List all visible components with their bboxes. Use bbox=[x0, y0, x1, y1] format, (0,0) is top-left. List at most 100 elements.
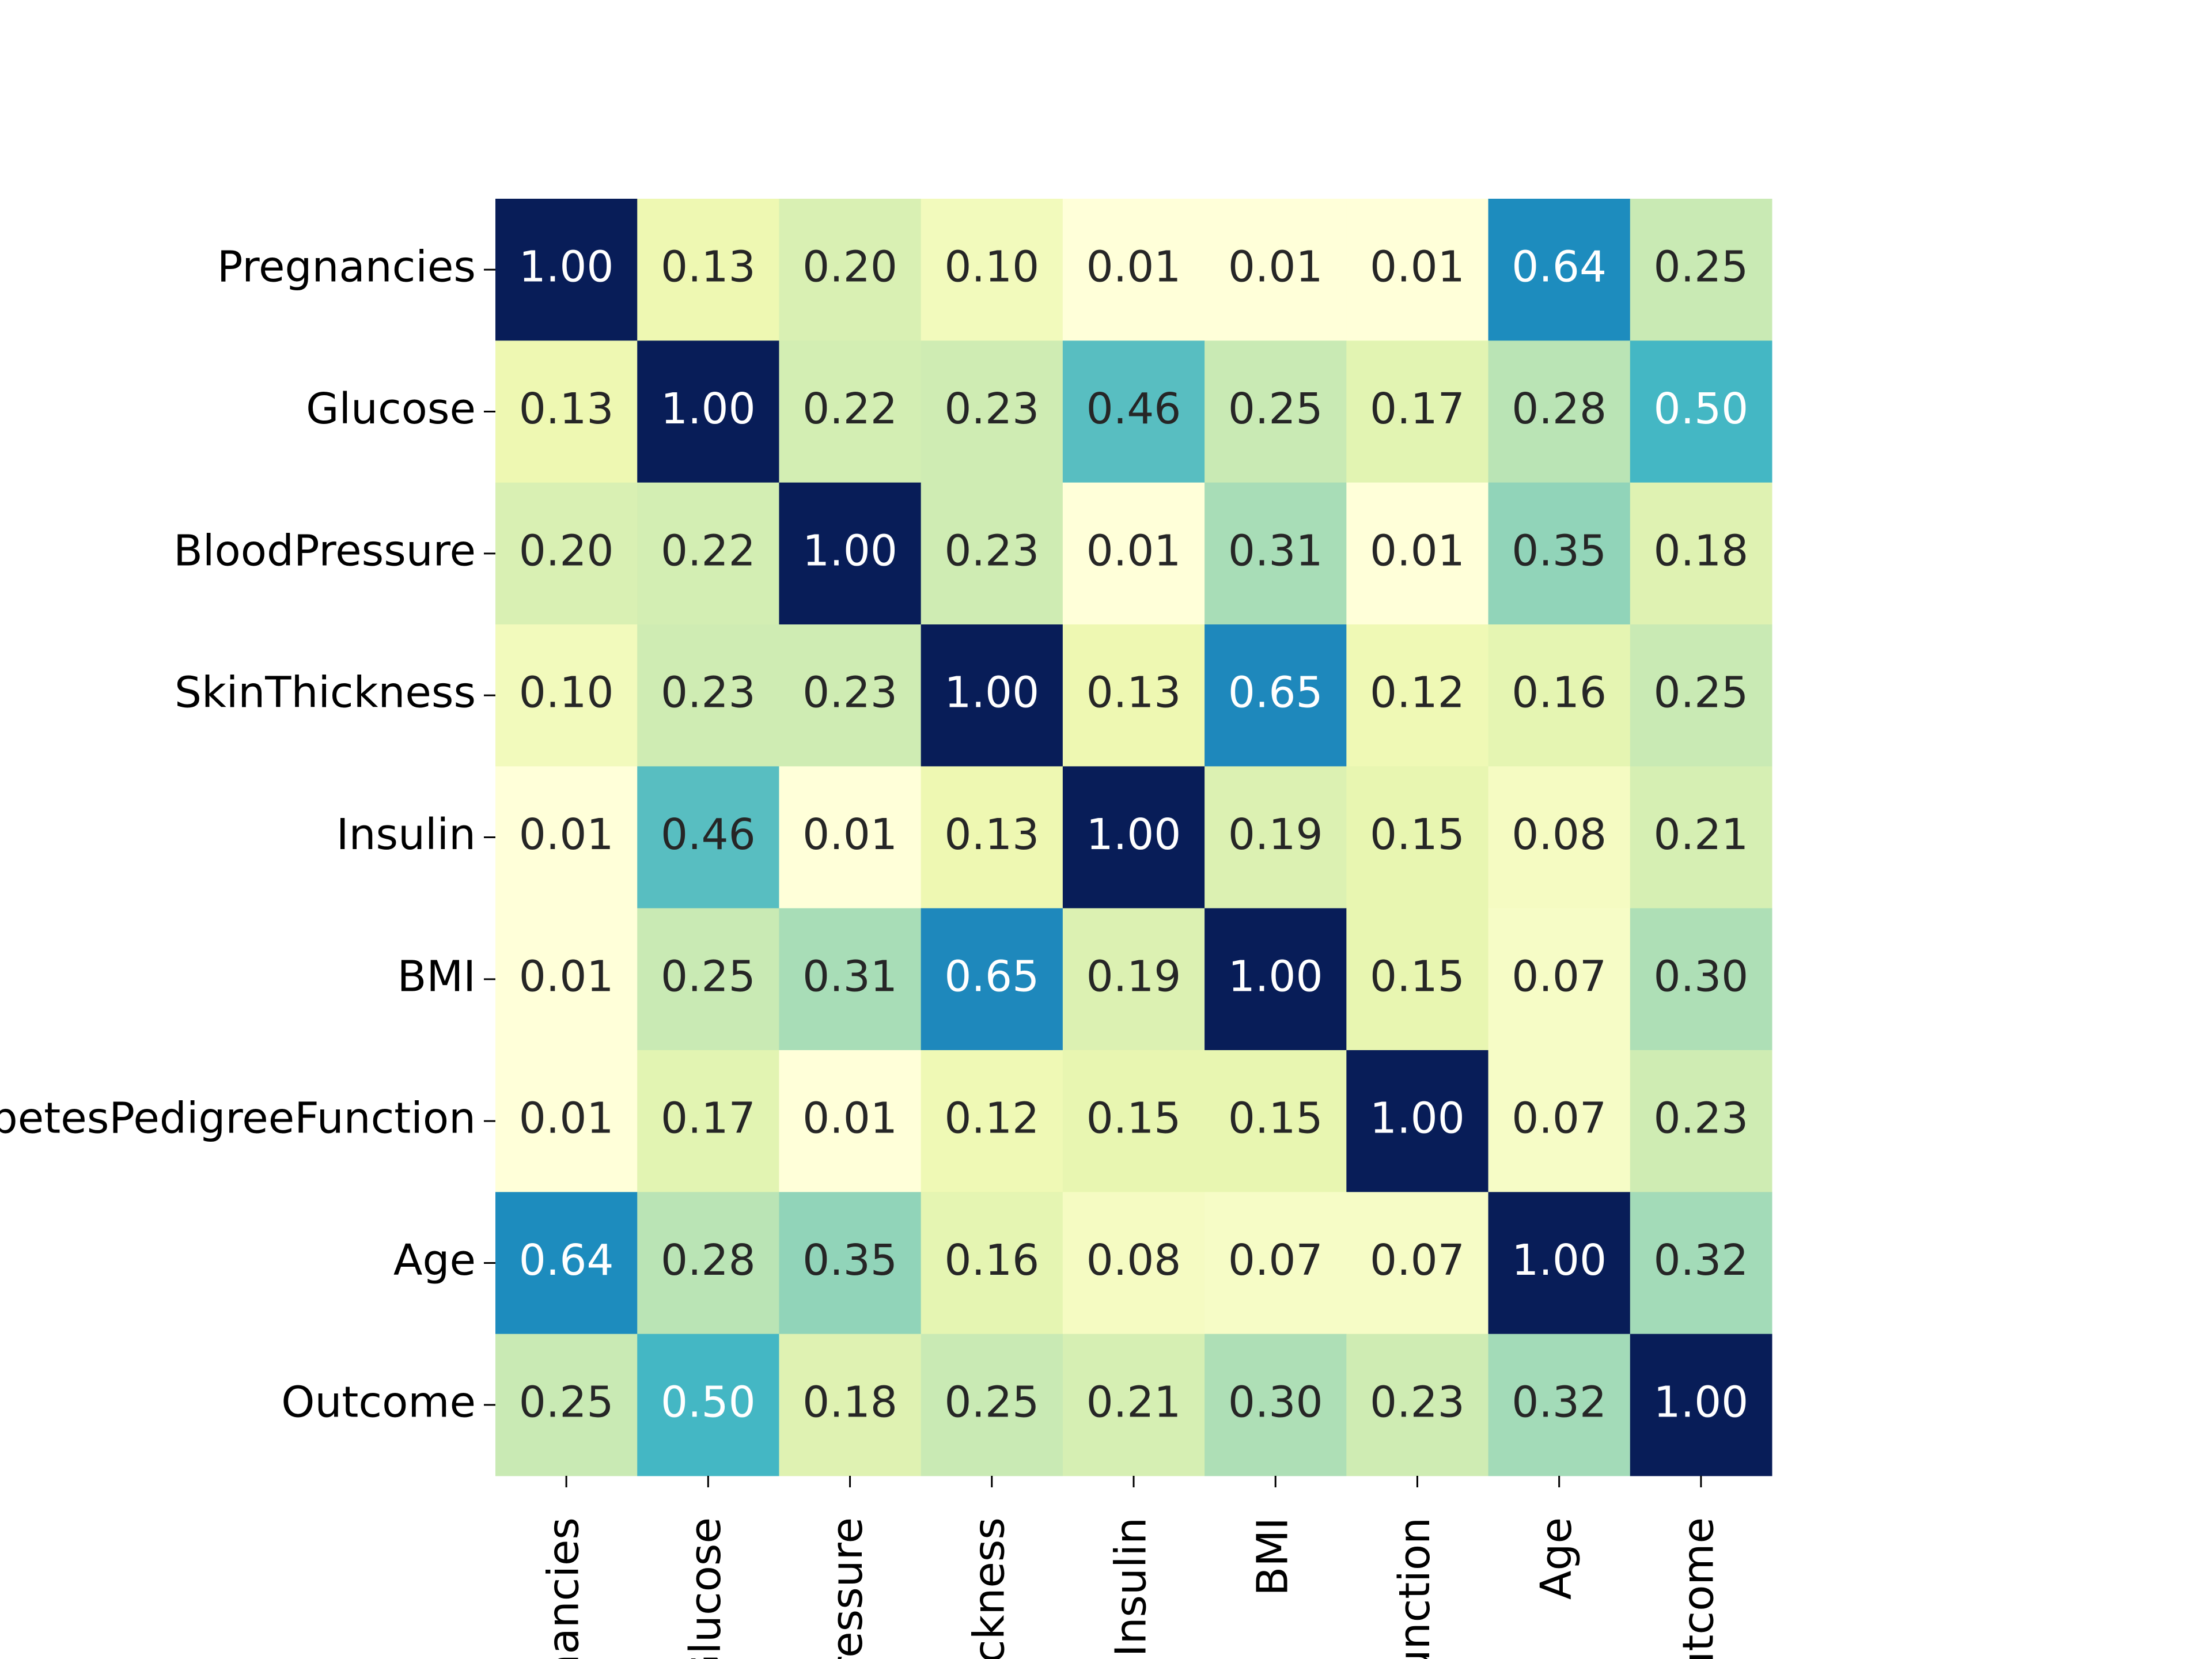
x-tick-label: Insulin bbox=[1107, 1517, 1156, 1657]
cell bbox=[1205, 482, 1347, 625]
cell bbox=[921, 199, 1063, 341]
y-tick-label: BloodPressure bbox=[173, 526, 476, 575]
cell bbox=[1062, 766, 1205, 909]
cell-label: 0.01 bbox=[519, 1094, 614, 1143]
cell-label: 0.32 bbox=[1512, 1377, 1607, 1427]
x-tick-label: Glucose bbox=[681, 1517, 730, 1659]
y-tick-label: Pregnancies bbox=[217, 243, 476, 292]
y-tick-label: Insulin bbox=[336, 810, 476, 859]
cell bbox=[779, 624, 922, 767]
cell bbox=[921, 482, 1063, 625]
cell bbox=[1062, 340, 1205, 483]
cell-label: 0.35 bbox=[802, 1236, 897, 1285]
cell bbox=[1630, 624, 1772, 767]
cell-label: 0.65 bbox=[944, 952, 1039, 1001]
cell-label: 0.13 bbox=[944, 810, 1039, 859]
cell-label: 0.46 bbox=[661, 810, 756, 859]
cell-label: 0.65 bbox=[1228, 668, 1323, 718]
cell bbox=[1205, 1334, 1347, 1476]
cell-label: 0.19 bbox=[1086, 952, 1181, 1001]
cell-label: 0.64 bbox=[519, 1236, 614, 1285]
y-tick-label: Age bbox=[393, 1236, 476, 1285]
cell-label: 0.28 bbox=[661, 1236, 756, 1285]
cell-label: 0.18 bbox=[802, 1377, 897, 1427]
cell bbox=[1488, 1050, 1631, 1192]
cell bbox=[1062, 199, 1205, 341]
cell-label: 0.30 bbox=[1228, 1377, 1323, 1427]
cell bbox=[1346, 1192, 1489, 1335]
cell-label: 0.50 bbox=[1654, 384, 1749, 434]
x-tick-label: DiabetesPedigreeFunction bbox=[1390, 1517, 1440, 1659]
cell-label: 1.00 bbox=[1512, 1236, 1607, 1285]
cell-label: 1.00 bbox=[1370, 1094, 1465, 1143]
cell bbox=[1630, 482, 1772, 625]
cell bbox=[1346, 199, 1489, 341]
cell-label: 0.20 bbox=[802, 243, 897, 292]
cell bbox=[921, 908, 1063, 1051]
cell-label: 1.00 bbox=[1228, 952, 1323, 1001]
cell-label: 0.23 bbox=[944, 526, 1039, 575]
x-tick-label: Age bbox=[1532, 1517, 1581, 1600]
cell-label: 0.46 bbox=[1086, 384, 1181, 434]
cell-label: 0.15 bbox=[1370, 810, 1465, 859]
cell bbox=[1346, 340, 1489, 483]
cell bbox=[779, 1334, 922, 1476]
cell bbox=[1062, 1334, 1205, 1476]
cell bbox=[1630, 766, 1772, 909]
cell-label: 0.21 bbox=[1654, 810, 1749, 859]
cell-label: 0.25 bbox=[661, 952, 756, 1001]
cell-label: 0.32 bbox=[1654, 1236, 1749, 1285]
cell bbox=[1205, 766, 1347, 909]
cell-label: 0.15 bbox=[1370, 952, 1465, 1001]
cell bbox=[637, 1050, 779, 1192]
cell-label: 0.07 bbox=[1512, 1094, 1607, 1143]
cell bbox=[1205, 908, 1347, 1051]
cell bbox=[637, 1192, 779, 1335]
cell bbox=[779, 908, 922, 1051]
cell bbox=[1488, 1192, 1631, 1335]
cell-label: 0.31 bbox=[802, 952, 897, 1001]
cell-label: 0.08 bbox=[1512, 810, 1607, 859]
cell-label: 0.28 bbox=[1512, 384, 1607, 434]
cell bbox=[1205, 624, 1347, 767]
cell-label: 0.01 bbox=[519, 952, 614, 1001]
cell-label: 0.16 bbox=[944, 1236, 1039, 1285]
cell-label: 0.23 bbox=[661, 668, 756, 718]
cell bbox=[1488, 1334, 1631, 1476]
cell bbox=[921, 1192, 1063, 1335]
cell-label: 1.00 bbox=[519, 243, 614, 292]
cell bbox=[1205, 340, 1347, 483]
x-tick-label: BMI bbox=[1248, 1517, 1298, 1596]
cell bbox=[495, 766, 638, 909]
cell-label: 0.31 bbox=[1228, 526, 1323, 575]
cell bbox=[1630, 199, 1772, 341]
cell-label: 0.25 bbox=[519, 1377, 614, 1427]
cell bbox=[1488, 908, 1631, 1051]
cell-label: 0.22 bbox=[661, 526, 756, 575]
y-tick-label: BMI bbox=[397, 952, 476, 1001]
cell-label: 0.22 bbox=[802, 384, 897, 434]
cell bbox=[1205, 1192, 1347, 1335]
cell bbox=[1346, 766, 1489, 909]
cell-label: 0.10 bbox=[519, 668, 614, 718]
cell bbox=[637, 1334, 779, 1476]
cell bbox=[1488, 766, 1631, 909]
cell-label: 0.10 bbox=[944, 243, 1039, 292]
cell bbox=[779, 1050, 922, 1192]
cell-label: 1.00 bbox=[802, 526, 897, 575]
cell bbox=[779, 1192, 922, 1335]
cell bbox=[495, 482, 638, 625]
cell-label: 0.08 bbox=[1086, 1236, 1181, 1285]
cell-label: 0.16 bbox=[1512, 668, 1607, 718]
cell-label: 0.01 bbox=[519, 810, 614, 859]
cell-label: 0.25 bbox=[1654, 668, 1749, 718]
y-tick-label: DiabetesPedigreeFunction bbox=[0, 1094, 476, 1143]
cell-label: 0.18 bbox=[1654, 526, 1749, 575]
cell bbox=[495, 199, 638, 341]
cell bbox=[921, 1334, 1063, 1476]
cell bbox=[1488, 624, 1631, 767]
cell-label: 0.13 bbox=[661, 243, 756, 292]
cell bbox=[921, 1050, 1063, 1192]
cell-label: 0.23 bbox=[802, 668, 897, 718]
